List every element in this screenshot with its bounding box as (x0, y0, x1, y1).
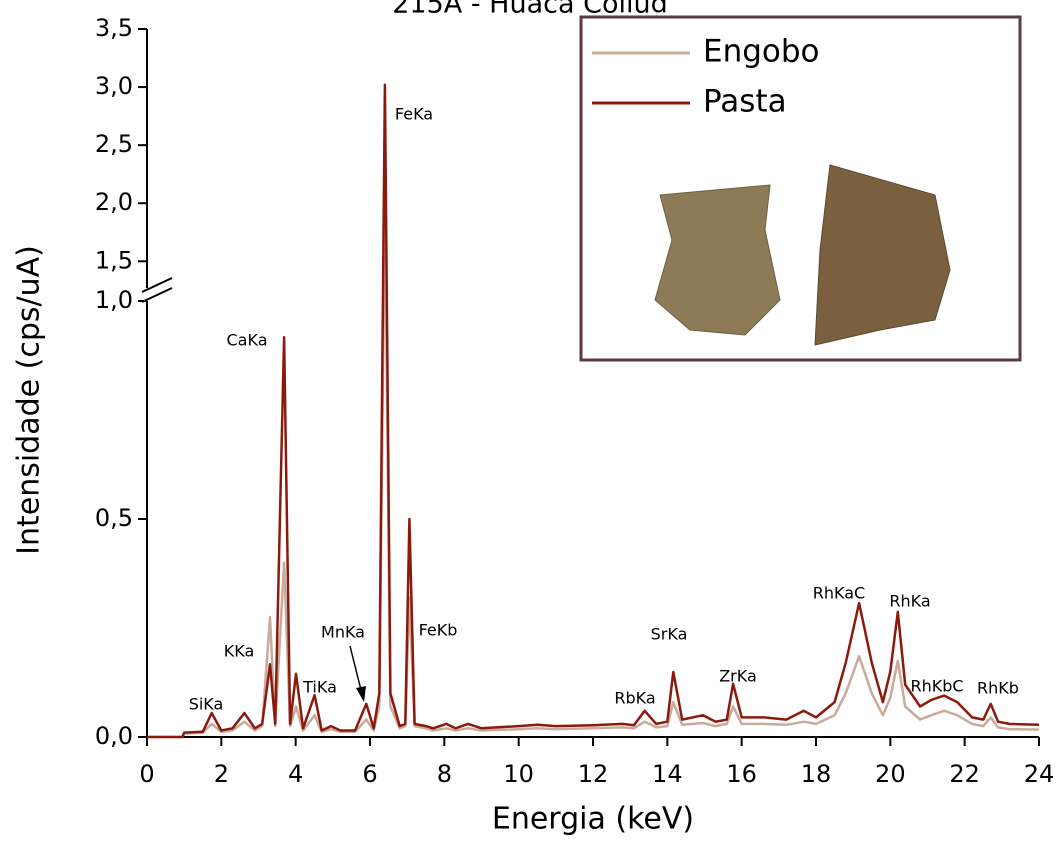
x-tick-label: 2 (214, 760, 229, 788)
x-tick-label: 22 (949, 760, 980, 788)
x-tick-label: 24 (1024, 760, 1055, 788)
peak-label: RhKa (889, 592, 930, 611)
legend-label: Engobo (703, 34, 820, 70)
x-tick-label: 12 (578, 760, 609, 788)
peak-label: MnKa (321, 623, 365, 642)
y-tick-label: 0,5 (95, 504, 133, 532)
y-tick-label: 3,5 (95, 14, 133, 42)
arrow-head (356, 686, 366, 702)
y-tick-label: 0,0 (95, 722, 133, 750)
y-tick-label: 1,0 (95, 286, 133, 314)
y-tick-label: 2,0 (95, 188, 133, 216)
peak-label: KKa (224, 642, 255, 661)
legend: Engobo Pasta (579, 15, 1022, 362)
x-tick-label: 4 (288, 760, 303, 788)
sample-photo (654, 184, 781, 336)
axis-break (141, 287, 173, 303)
peak-label: SrKa (651, 625, 688, 644)
peak-label: RbKa (614, 689, 655, 708)
x-axis-title: Energia (keV) (492, 802, 694, 837)
peak-label: FeKa (395, 105, 433, 124)
arrow-line (349, 645, 362, 691)
series-line (147, 201, 1040, 739)
peak-label: TiKa (302, 678, 337, 697)
x-tick-label: 6 (362, 760, 377, 788)
x-tick-label: 16 (726, 760, 757, 788)
peak-label: FeKb (419, 621, 458, 640)
y-axis-title: Intensidade (cps/uA) (12, 245, 47, 555)
y-tick-label: 3,0 (95, 72, 133, 100)
sample-photo (814, 164, 951, 346)
legend-box (579, 15, 1022, 362)
y-tick-label: 2,5 (95, 130, 133, 158)
chart-title: 215A - Huaca Collud (392, 0, 667, 20)
peak-label: SiKa (189, 695, 224, 714)
series-line (147, 83, 1040, 739)
peak-label: RhKb (977, 679, 1019, 698)
x-tick-label: 8 (437, 760, 452, 788)
legend-label: Pasta (703, 84, 787, 120)
peak-label: CaKa (227, 331, 268, 350)
x-tick-label: 18 (801, 760, 832, 788)
peak-label: RhKaC (813, 584, 865, 603)
y-tick-label: 1,5 (95, 246, 133, 274)
peak-label: RhKbC (910, 677, 963, 696)
peak-label: ZrKa (719, 667, 757, 686)
x-tick-label: 10 (503, 760, 534, 788)
mnka-arrow (349, 645, 366, 702)
axis-break (141, 277, 173, 293)
x-tick-label: 14 (652, 760, 683, 788)
x-tick-label: 0 (139, 760, 154, 788)
x-tick-label: 20 (875, 760, 906, 788)
